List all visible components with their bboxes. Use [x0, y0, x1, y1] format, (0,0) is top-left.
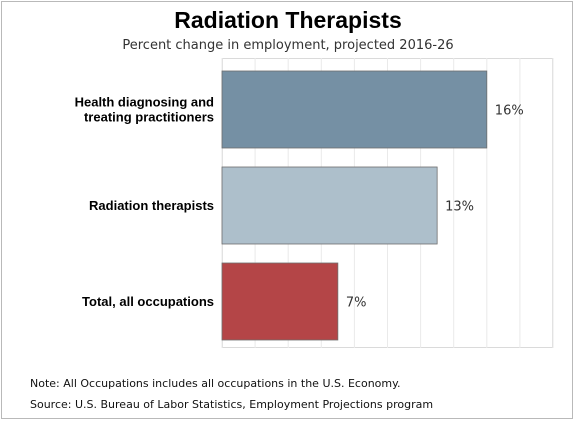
chart-subtitle: Percent change in employment, projected …	[122, 38, 454, 53]
bars-layer	[221, 70, 488, 341]
chart-title: Radiation Therapists	[174, 7, 402, 33]
bar-value-label: 13%	[445, 200, 474, 215]
bar-value-label: 7%	[346, 296, 367, 311]
chart-source: Source: U.S. Bureau of Labor Statistics,…	[30, 398, 434, 411]
category-label: Health diagnosing and treating practition…	[75, 95, 214, 125]
bar	[221, 166, 438, 245]
bar	[221, 262, 339, 341]
category-label: Total, all occupations	[82, 294, 214, 309]
bar	[221, 70, 488, 149]
bar-value-label: 16%	[495, 104, 524, 119]
labels-layer: 16% Health diagnosing and treating practit…	[75, 95, 524, 311]
chart-note: Note: All Occupations includes all occup…	[30, 377, 401, 390]
category-label: Radiation therapists	[89, 198, 214, 213]
